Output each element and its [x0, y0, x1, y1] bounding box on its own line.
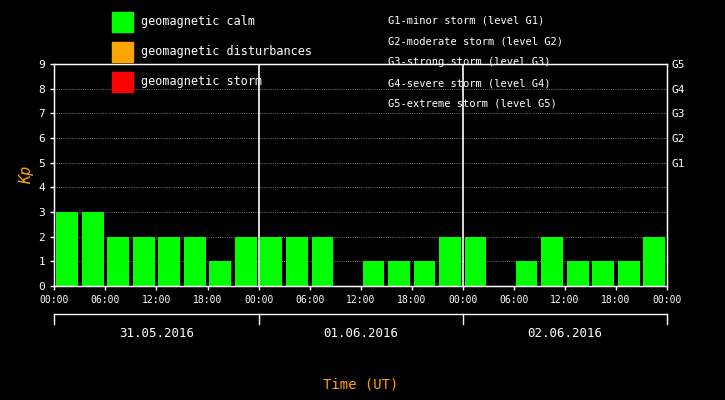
- Text: geomagnetic disturbances: geomagnetic disturbances: [141, 46, 312, 58]
- Text: G3-strong storm (level G3): G3-strong storm (level G3): [388, 58, 550, 68]
- Bar: [388, 261, 410, 286]
- Text: 31.05.2016: 31.05.2016: [119, 327, 194, 340]
- Text: 02.06.2016: 02.06.2016: [527, 327, 602, 340]
- Text: 01.06.2016: 01.06.2016: [323, 327, 398, 340]
- Bar: [57, 212, 78, 286]
- Bar: [133, 237, 154, 286]
- Bar: [184, 237, 206, 286]
- Bar: [515, 261, 537, 286]
- Text: G1-minor storm (level G1): G1-minor storm (level G1): [388, 16, 544, 26]
- Bar: [82, 212, 104, 286]
- Text: G4-severe storm (level G4): G4-severe storm (level G4): [388, 78, 550, 88]
- Text: G2-moderate storm (level G2): G2-moderate storm (level G2): [388, 37, 563, 47]
- Bar: [465, 237, 486, 286]
- Bar: [439, 237, 461, 286]
- Bar: [542, 237, 563, 286]
- Bar: [592, 261, 614, 286]
- Text: G5-extreme storm (level G5): G5-extreme storm (level G5): [388, 99, 557, 109]
- Bar: [107, 237, 129, 286]
- Bar: [618, 261, 639, 286]
- Text: Time (UT): Time (UT): [323, 377, 398, 391]
- Bar: [210, 261, 231, 286]
- Y-axis label: Kp: Kp: [20, 166, 34, 184]
- Bar: [286, 237, 307, 286]
- Bar: [260, 237, 282, 286]
- Text: geomagnetic calm: geomagnetic calm: [141, 16, 255, 28]
- Bar: [312, 237, 334, 286]
- Bar: [643, 237, 665, 286]
- Bar: [235, 237, 257, 286]
- Bar: [414, 261, 435, 286]
- Text: geomagnetic storm: geomagnetic storm: [141, 76, 262, 88]
- Bar: [567, 261, 589, 286]
- Bar: [158, 237, 180, 286]
- Bar: [362, 261, 384, 286]
